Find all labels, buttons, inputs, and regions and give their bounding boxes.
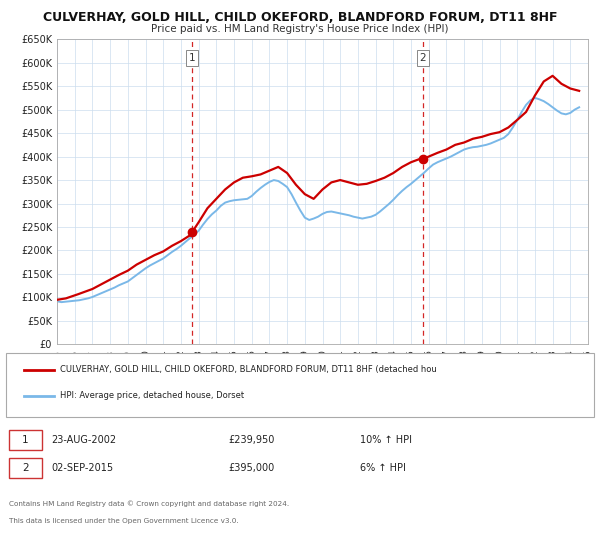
Text: 1: 1 [22, 435, 29, 445]
Text: 02-SEP-2015: 02-SEP-2015 [51, 463, 113, 473]
Text: £239,950: £239,950 [228, 435, 274, 445]
Text: 6% ↑ HPI: 6% ↑ HPI [360, 463, 406, 473]
Text: 10% ↑ HPI: 10% ↑ HPI [360, 435, 412, 445]
Text: 23-AUG-2002: 23-AUG-2002 [51, 435, 116, 445]
Text: HPI: Average price, detached house, Dorset: HPI: Average price, detached house, Dors… [60, 391, 244, 400]
Text: 2: 2 [22, 463, 29, 473]
Text: 1: 1 [189, 53, 196, 63]
Text: Price paid vs. HM Land Registry's House Price Index (HPI): Price paid vs. HM Land Registry's House … [151, 24, 449, 34]
Text: This data is licensed under the Open Government Licence v3.0.: This data is licensed under the Open Gov… [9, 518, 239, 524]
Text: £395,000: £395,000 [228, 463, 274, 473]
Text: Contains HM Land Registry data © Crown copyright and database right 2024.: Contains HM Land Registry data © Crown c… [9, 501, 289, 507]
Text: CULVERHAY, GOLD HILL, CHILD OKEFORD, BLANDFORD FORUM, DT11 8HF: CULVERHAY, GOLD HILL, CHILD OKEFORD, BLA… [43, 11, 557, 24]
Text: CULVERHAY, GOLD HILL, CHILD OKEFORD, BLANDFORD FORUM, DT11 8HF (detached hou: CULVERHAY, GOLD HILL, CHILD OKEFORD, BLA… [60, 365, 437, 374]
Text: 2: 2 [419, 53, 426, 63]
